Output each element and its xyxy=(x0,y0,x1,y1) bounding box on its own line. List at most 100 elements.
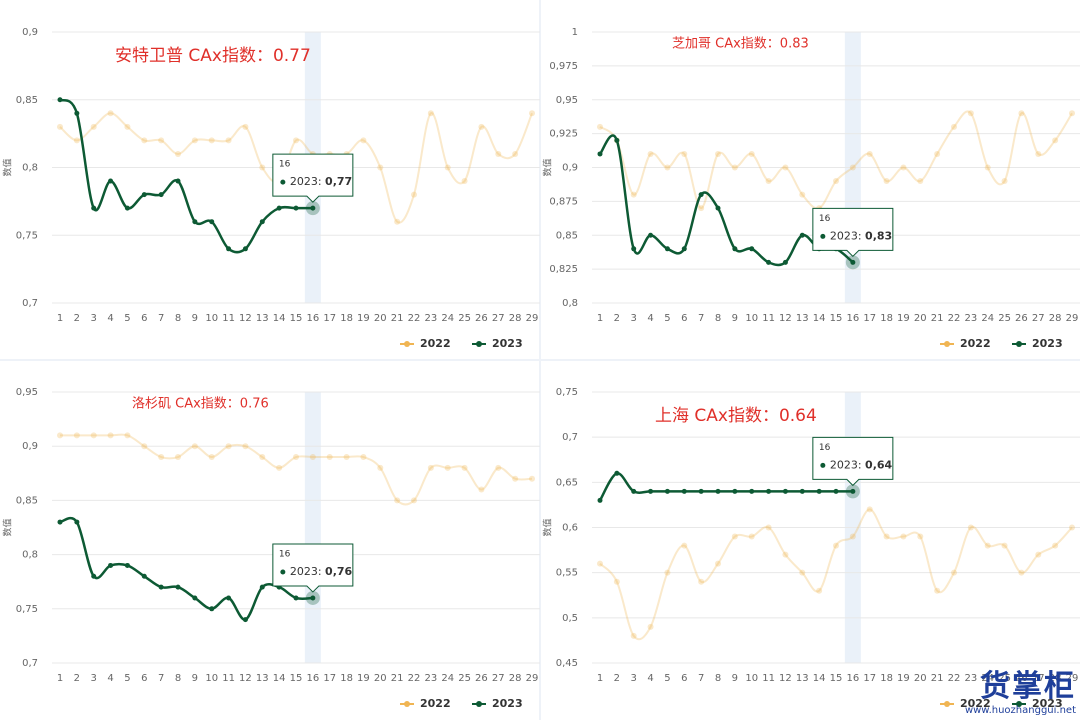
x-tick-label: 11 xyxy=(222,313,235,324)
y-tick-label: 0,95 xyxy=(556,95,578,106)
x-tick-label: 3 xyxy=(91,673,97,684)
point xyxy=(866,150,873,157)
legend-label: 2023 xyxy=(1032,337,1063,350)
x-tick-label: 7 xyxy=(158,673,164,684)
y-tick-label: 0,9 xyxy=(562,163,578,174)
point xyxy=(141,443,148,450)
y-tick-label: 0,5 xyxy=(562,613,578,624)
point xyxy=(748,150,755,157)
y-tick-label: 0,9 xyxy=(22,441,38,452)
point xyxy=(192,219,198,225)
point xyxy=(226,595,232,601)
x-tick-label: 14 xyxy=(813,313,826,324)
legend-label: 2022 xyxy=(960,697,991,710)
x-tick-label: 18 xyxy=(340,313,353,324)
point xyxy=(175,584,181,590)
x-tick-label: 2 xyxy=(74,673,80,684)
point xyxy=(1018,110,1025,117)
point xyxy=(141,573,147,579)
point xyxy=(799,569,806,576)
point xyxy=(698,488,704,494)
hover-halo xyxy=(305,201,320,216)
point xyxy=(158,192,164,198)
y-tick-label: 1 xyxy=(572,27,578,38)
point xyxy=(225,443,232,450)
x-tick-label: 20 xyxy=(914,673,927,684)
x-tick-label: 15 xyxy=(290,673,303,684)
point xyxy=(191,443,198,450)
x-tick-label: 11 xyxy=(762,313,775,324)
point xyxy=(1001,542,1008,549)
point xyxy=(866,506,873,513)
point xyxy=(1052,137,1059,144)
point xyxy=(849,164,856,171)
x-tick-label: 1 xyxy=(57,313,63,324)
series-line xyxy=(59,516,313,621)
legend-dot xyxy=(404,341,410,347)
tooltip-category: 16 xyxy=(819,214,831,224)
point xyxy=(175,454,181,461)
x-tick-label: 10 xyxy=(745,673,758,684)
point xyxy=(175,178,181,184)
x-tick-label: 3 xyxy=(631,313,637,324)
x-tick-label: 15 xyxy=(290,313,303,324)
point xyxy=(242,246,248,252)
series-line xyxy=(598,134,854,267)
y-tick-label: 0,95 xyxy=(16,387,38,398)
point xyxy=(192,595,198,601)
point xyxy=(732,488,738,494)
x-tick-label: 18 xyxy=(880,313,893,324)
x-tick-label: 24 xyxy=(981,313,994,324)
tooltip-category: 16 xyxy=(279,160,291,170)
x-tick-label: 9 xyxy=(732,313,738,324)
point xyxy=(900,164,907,171)
point xyxy=(1069,110,1075,117)
point xyxy=(225,137,232,144)
x-tick-label: 26 xyxy=(475,313,488,324)
point xyxy=(664,246,670,252)
point xyxy=(816,587,823,594)
x-tick-label: 16 xyxy=(306,313,319,324)
x-tick-label: 12 xyxy=(779,313,792,324)
y-tick-label: 0,9 xyxy=(22,27,38,38)
point xyxy=(681,246,687,252)
y-tick-label: 0,45 xyxy=(556,658,578,669)
x-tick-label: 27 xyxy=(1032,673,1045,684)
point xyxy=(108,178,114,184)
point xyxy=(74,519,80,525)
point xyxy=(276,205,282,211)
watermark: 货掌柜 www.huozhanggui.net xyxy=(965,661,1076,716)
x-tick-label: 16 xyxy=(846,313,859,324)
point xyxy=(107,110,114,117)
x-tick-label: 23 xyxy=(964,313,977,324)
point xyxy=(664,488,670,494)
x-tick-label: 10 xyxy=(745,313,758,324)
x-tick-label: 3 xyxy=(631,673,637,684)
legend-dot xyxy=(944,701,950,707)
x-tick-label: 9 xyxy=(192,673,198,684)
hover-halo xyxy=(845,484,860,499)
point xyxy=(648,488,654,494)
x-tick-label: 17 xyxy=(323,673,336,684)
point xyxy=(765,524,772,531)
point xyxy=(799,232,805,238)
point xyxy=(411,191,417,198)
x-tick-label: 4 xyxy=(107,673,113,684)
point xyxy=(259,584,265,590)
y-tick-label: 0,925 xyxy=(549,129,578,140)
tooltip-value: 0,77 xyxy=(325,175,352,188)
chart-title: 安特卫普 CAx指数：0.77 xyxy=(115,46,311,66)
y-tick-label: 0,7 xyxy=(22,298,38,309)
point xyxy=(444,164,451,171)
point xyxy=(74,110,80,116)
x-tick-label: 2 xyxy=(614,313,620,324)
x-tick-label: 8 xyxy=(715,313,721,324)
point xyxy=(461,178,468,185)
point xyxy=(209,606,215,612)
y-tick-label: 0,75 xyxy=(556,387,578,398)
point xyxy=(816,488,822,494)
point xyxy=(597,560,603,567)
point xyxy=(766,488,772,494)
